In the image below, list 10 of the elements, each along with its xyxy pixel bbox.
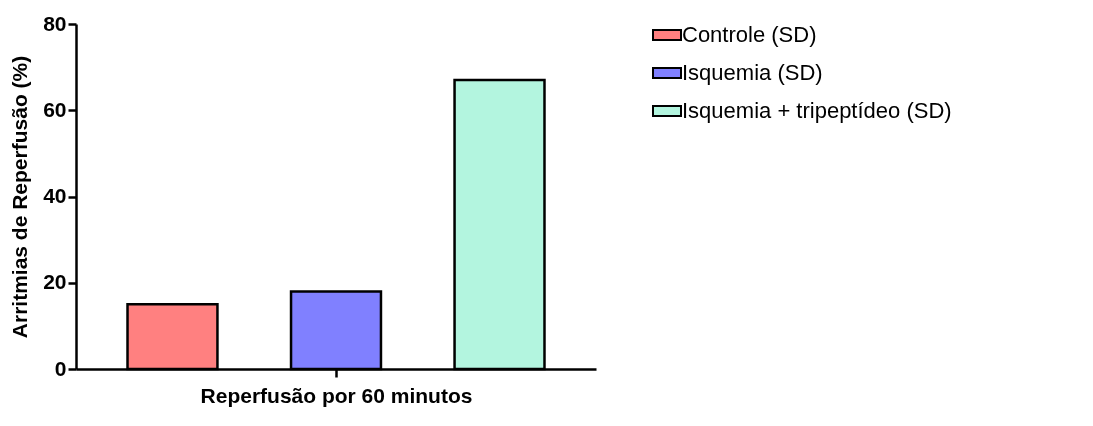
legend-label: Controle (SD) [682,22,817,47]
y-tick-label: 60 [43,97,67,121]
x-axis-title: Reperfusão por 60 minutos [200,383,473,407]
y-tick-label: 0 [54,356,67,380]
y-tick-label: 20 [43,270,67,294]
legend-label: Isquemia + tripeptídeo (SD) [682,98,952,123]
y-tick-label: 40 [43,184,67,207]
y-axis-title: Arritmias de Reperfusão (%) [8,55,32,339]
y-tick-label: 80 [43,11,67,35]
legend-label: Isquemia (SD) [682,60,823,85]
